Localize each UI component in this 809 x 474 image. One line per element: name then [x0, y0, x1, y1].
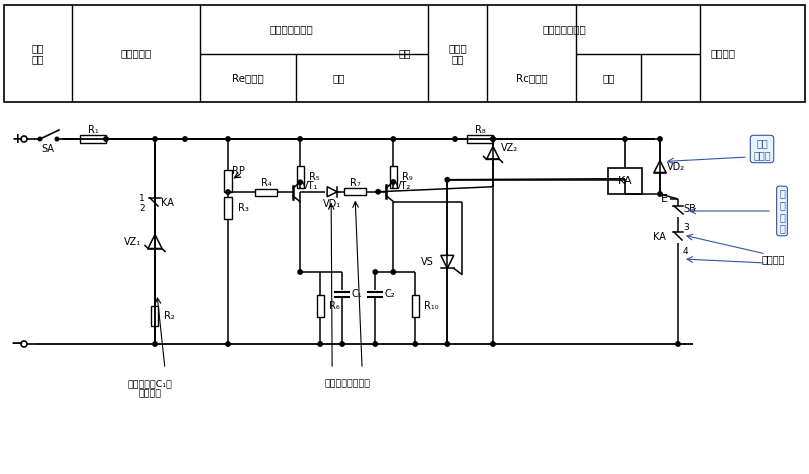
- Bar: [344, 188, 366, 195]
- Text: 短接或断开C₁的
动合触点: 短接或断开C₁的 动合触点: [128, 379, 172, 399]
- Bar: [224, 170, 232, 192]
- Text: KA: KA: [653, 232, 666, 242]
- Bar: [151, 306, 159, 326]
- Circle shape: [226, 137, 231, 141]
- Circle shape: [658, 137, 663, 141]
- Circle shape: [104, 137, 108, 141]
- Text: VD₁: VD₁: [323, 199, 341, 209]
- Circle shape: [491, 137, 495, 141]
- Circle shape: [491, 342, 495, 346]
- Circle shape: [373, 342, 378, 346]
- Circle shape: [491, 137, 495, 141]
- Text: C₁: C₁: [351, 289, 362, 299]
- Bar: [412, 295, 419, 317]
- Text: VZ₁: VZ₁: [124, 237, 141, 246]
- Bar: [297, 166, 303, 188]
- Circle shape: [391, 270, 396, 274]
- Circle shape: [55, 137, 59, 141]
- Circle shape: [340, 342, 345, 346]
- Text: 第一级稳压: 第一级稳压: [121, 48, 151, 58]
- Circle shape: [445, 342, 450, 346]
- Bar: [224, 197, 232, 219]
- Text: +: +: [11, 132, 23, 146]
- Text: 鉴幅: 鉴幅: [332, 73, 345, 83]
- Bar: [390, 166, 396, 188]
- Text: VT₂: VT₂: [396, 181, 412, 191]
- Circle shape: [391, 137, 396, 141]
- Text: VD₂: VD₂: [667, 162, 685, 172]
- Bar: [608, 168, 642, 194]
- Text: KA: KA: [618, 176, 633, 186]
- Text: −: −: [11, 337, 23, 352]
- Circle shape: [373, 270, 378, 274]
- Text: VT₁: VT₁: [302, 181, 319, 191]
- Bar: [4, 5, 805, 102]
- Text: R₉: R₉: [402, 172, 413, 182]
- Text: 4: 4: [683, 246, 688, 255]
- Text: R₄: R₄: [260, 178, 271, 188]
- Text: R₇: R₇: [349, 178, 361, 188]
- Text: Re充放电: Re充放电: [232, 73, 264, 83]
- Text: 鉴幅: 鉴幅: [602, 73, 615, 83]
- Circle shape: [298, 137, 303, 141]
- Text: R₂: R₂: [164, 311, 175, 321]
- Circle shape: [153, 342, 157, 346]
- Text: SA: SA: [41, 144, 54, 154]
- Circle shape: [445, 178, 450, 182]
- Text: R₁₀: R₁₀: [424, 301, 439, 311]
- Text: R₁: R₁: [87, 125, 99, 135]
- Text: Rc充放电: Rc充放电: [515, 73, 548, 83]
- Text: C₂: C₂: [384, 289, 395, 299]
- Text: R₅: R₅: [309, 172, 320, 182]
- Text: 保护
二极管: 保护 二极管: [753, 138, 771, 160]
- Circle shape: [153, 137, 157, 141]
- Text: 隔离: 隔离: [399, 48, 411, 58]
- Text: 1: 1: [139, 193, 145, 202]
- Text: R₆: R₆: [329, 301, 340, 311]
- Text: VZ₂: VZ₂: [501, 143, 518, 153]
- Text: RP: RP: [232, 166, 245, 176]
- Circle shape: [298, 270, 303, 274]
- Circle shape: [226, 342, 231, 346]
- Text: 第二级延时电路: 第二级延时电路: [542, 25, 586, 35]
- Circle shape: [623, 137, 627, 141]
- Text: SB: SB: [683, 204, 696, 214]
- Text: 第二级
稳压: 第二级 稳压: [448, 43, 467, 64]
- Bar: [255, 189, 277, 195]
- Text: 第一级延时电路: 第一级延时电路: [269, 25, 313, 35]
- Text: 自锁触点: 自锁触点: [762, 254, 786, 264]
- Circle shape: [183, 137, 187, 141]
- Bar: [316, 295, 324, 317]
- Circle shape: [318, 342, 322, 346]
- Circle shape: [658, 192, 663, 196]
- Bar: [467, 135, 493, 143]
- Text: R₃: R₃: [238, 203, 249, 213]
- Text: 3: 3: [683, 222, 688, 231]
- Text: 2: 2: [139, 203, 145, 212]
- Circle shape: [676, 342, 680, 346]
- Circle shape: [391, 180, 396, 184]
- Circle shape: [298, 180, 303, 184]
- Text: 电源
开关: 电源 开关: [32, 43, 44, 64]
- Text: 出口电路: 出口电路: [710, 48, 735, 58]
- Circle shape: [376, 190, 380, 194]
- Text: KA: KA: [161, 198, 174, 208]
- Circle shape: [413, 342, 417, 346]
- Text: 延
缓
启
动: 延 缓 启 动: [779, 189, 785, 233]
- Circle shape: [453, 137, 457, 141]
- Circle shape: [38, 137, 42, 141]
- Text: VS: VS: [421, 257, 434, 267]
- Text: R₈: R₈: [475, 125, 485, 135]
- Text: 隔离二极管、电阻: 隔离二极管、电阻: [324, 379, 371, 388]
- Text: E: E: [660, 194, 667, 204]
- Circle shape: [226, 190, 231, 194]
- Bar: [80, 135, 106, 143]
